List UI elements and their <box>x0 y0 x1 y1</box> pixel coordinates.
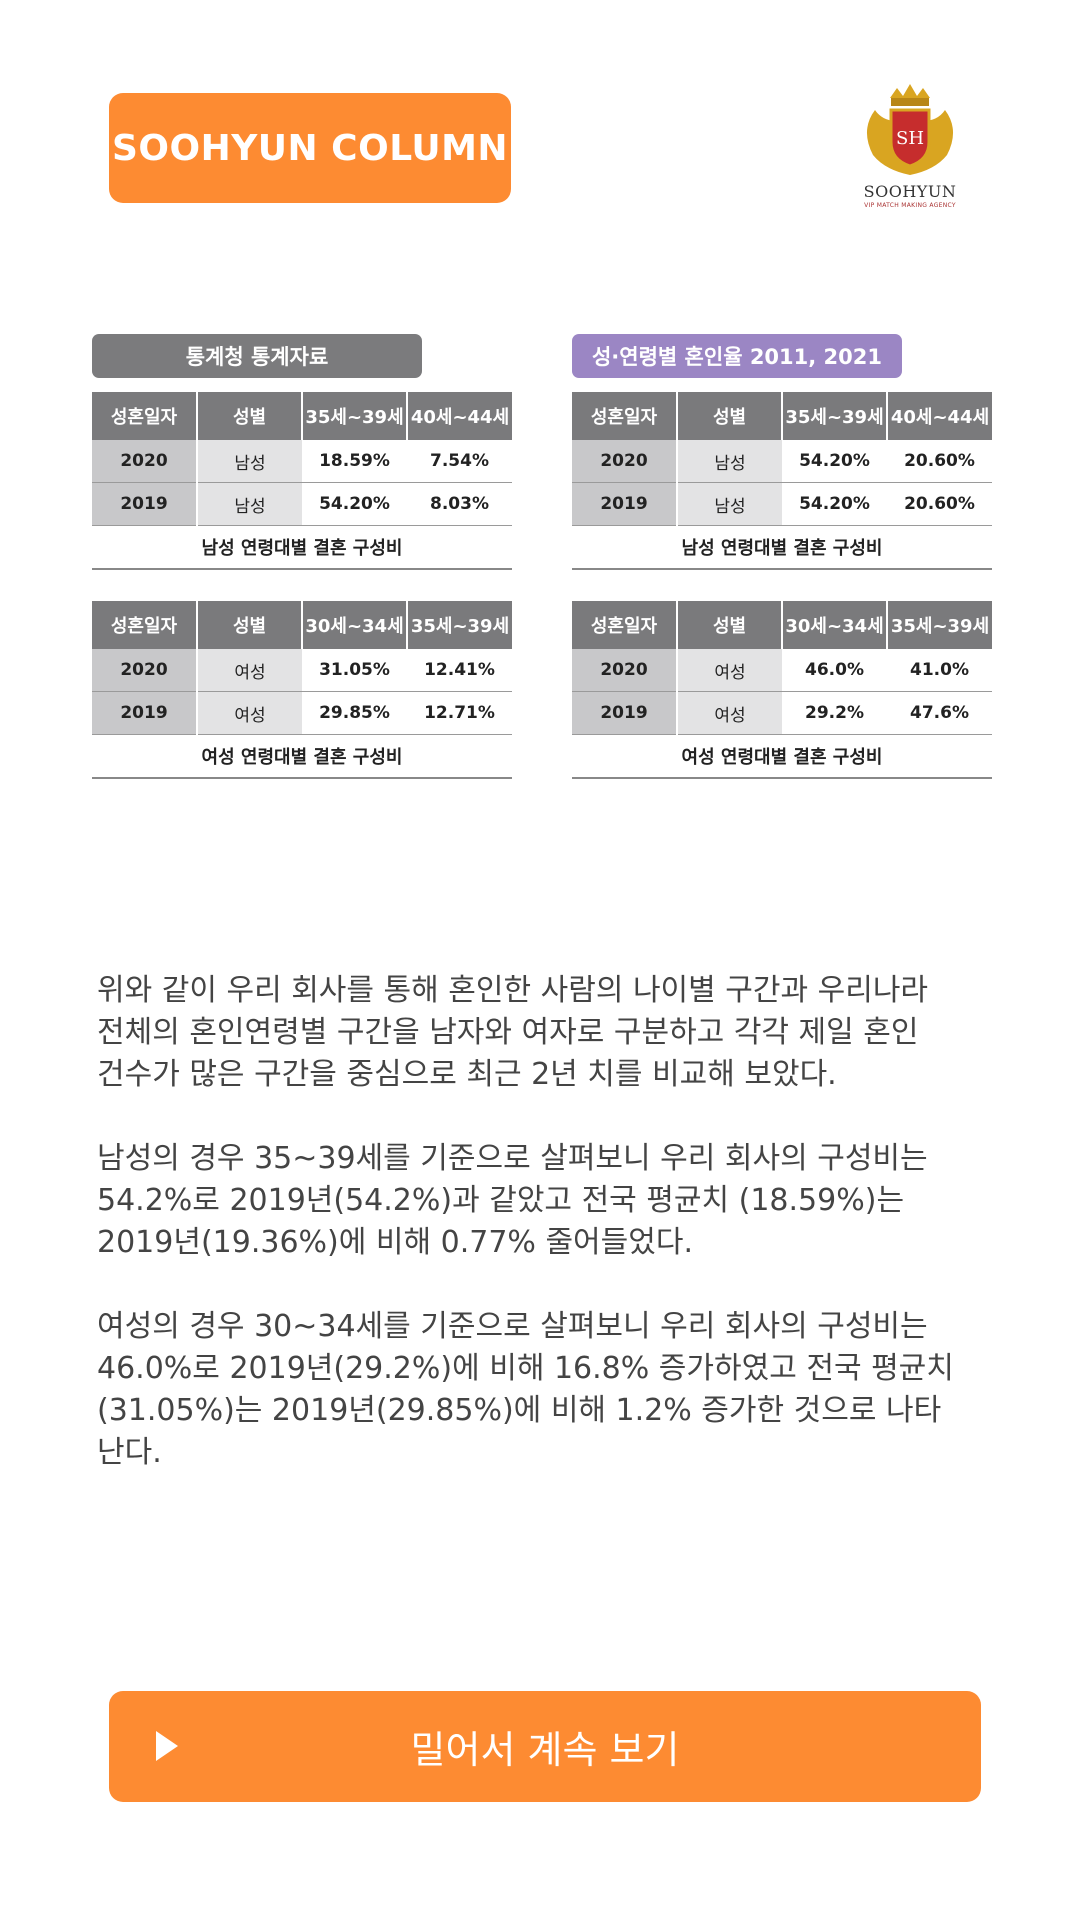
left-female-table: 성혼일자 성별 30세~34세 35세~39세 2020 여성 31.05% 1… <box>92 601 512 779</box>
table-row: 2020 여성 46.0% 41.0% <box>572 649 992 692</box>
swipe-continue-button[interactable]: 밀어서 계속 보기 <box>109 1691 981 1802</box>
right-stats-block: 성·연령별 혼인율 2011, 2021 성혼일자 성별 35세~39세 40세… <box>572 334 992 779</box>
crest-icon: SH <box>866 84 954 175</box>
logo-wordmark: SOOHYUN <box>863 182 957 201</box>
table-caption-row: 여성 연령대별 결혼 구성비 <box>572 734 992 779</box>
left-male-table: 성혼일자 성별 35세~39세 40세~44세 2020 남성 18.59% 7… <box>92 392 512 570</box>
soohyun-logo[interactable]: SH SOOHYUN VIP MATCH MAKING AGENCY <box>855 80 965 215</box>
body-paragraph-3: 여성의 경우 30~34세를 기준으로 살펴보니 우리 회사의 구성비는 46.… <box>97 1309 954 1470</box>
right-female-table: 성혼일자 성별 30세~34세 35세~39세 2020 여성 46.0% 41… <box>572 601 992 779</box>
column-badge: SOOHYUN COLUMN <box>109 93 511 203</box>
table-row: 2020 남성 54.20% 20.60% <box>572 440 992 483</box>
left-stats-block: 통계청 통계자료 성혼일자 성별 35세~39세 40세~44세 2020 남성… <box>92 334 512 779</box>
table-header-row: 성혼일자 성별 30세~34세 35세~39세 <box>572 601 992 649</box>
right-male-table: 성혼일자 성별 35세~39세 40세~44세 2020 남성 54.20% 2… <box>572 392 992 570</box>
table-row: 2019 여성 29.85% 12.71% <box>92 691 512 735</box>
svg-text:SH: SH <box>896 128 924 149</box>
body-paragraph-1: 위와 같이 우리 회사를 통해 혼인한 사람의 나이별 구간과 우리나라 전체의… <box>97 973 929 1092</box>
table-header-row: 성혼일자 성별 35세~39세 40세~44세 <box>92 392 512 440</box>
left-tag: 통계청 통계자료 <box>92 334 422 378</box>
table-row: 2020 여성 31.05% 12.41% <box>92 649 512 692</box>
table-header-row: 성혼일자 성별 35세~39세 40세~44세 <box>572 392 992 440</box>
table-caption-row: 남성 연령대별 결혼 구성비 <box>92 525 512 570</box>
play-icon <box>156 1731 178 1761</box>
right-tag: 성·연령별 혼인율 2011, 2021 <box>572 334 902 378</box>
logo-tagline: VIP MATCH MAKING AGENCY <box>864 202 956 209</box>
table-row: 2019 남성 54.20% 20.60% <box>572 482 992 526</box>
table-row: 2019 남성 54.20% 8.03% <box>92 482 512 526</box>
table-caption-row: 여성 연령대별 결혼 구성비 <box>92 734 512 779</box>
body-paragraph-2: 남성의 경우 35~39세를 기준으로 살펴보니 우리 회사의 구성비는 54.… <box>97 1141 928 1260</box>
table-row: 2019 여성 29.2% 47.6% <box>572 691 992 735</box>
table-header-row: 성혼일자 성별 30세~34세 35세~39세 <box>92 601 512 649</box>
table-row: 2020 남성 18.59% 7.54% <box>92 440 512 483</box>
swipe-continue-label: 밀어서 계속 보기 <box>410 1728 680 1772</box>
table-caption-row: 남성 연령대별 결혼 구성비 <box>572 525 992 570</box>
